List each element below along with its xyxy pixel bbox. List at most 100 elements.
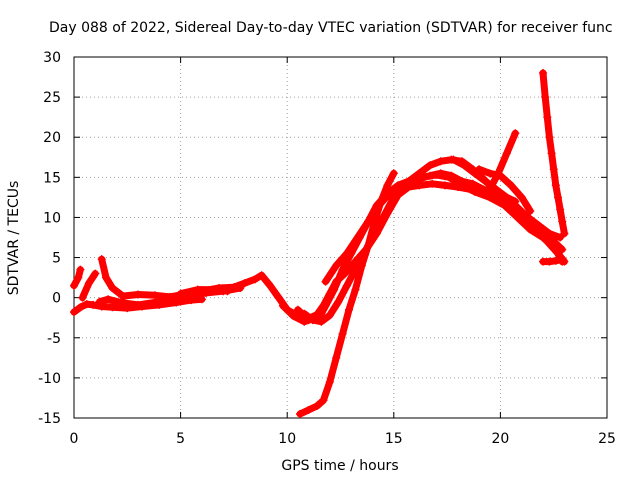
data-point-marker [558, 217, 567, 226]
y-axis-label: SDTVAR / TECUs [6, 181, 22, 296]
data-point-marker [541, 233, 550, 242]
data-point-marker [404, 177, 413, 186]
data-point-marker [334, 297, 343, 306]
data-point-marker [364, 241, 373, 250]
data-point-marker [332, 353, 341, 362]
data-point-marker [551, 256, 560, 265]
data-point-marker [353, 233, 362, 242]
data-point-marker [176, 289, 185, 298]
axis-ticks [73, 56, 608, 419]
data-point-marker [447, 171, 456, 180]
y-tick-label: 30 [43, 50, 61, 66]
data-point-marker [502, 149, 511, 158]
x-tick-labels: 0 5 10 15 20 25 [70, 431, 616, 447]
series-track-13 [449, 155, 520, 206]
y-tick-label: 25 [43, 90, 61, 106]
data-point-marker [101, 273, 110, 282]
data-point-marker [485, 185, 494, 194]
y-tick-label: 0 [52, 291, 61, 307]
data-point-marker [97, 255, 106, 264]
data-point-marker [300, 309, 309, 318]
x-tick-label: 0 [70, 431, 79, 447]
data-point-marker [332, 261, 341, 270]
x-tick-label: 20 [491, 431, 509, 447]
data-point-marker [342, 281, 351, 290]
series-line [322, 181, 404, 286]
y-tick-label: 20 [43, 130, 61, 146]
data-point-marker [91, 269, 100, 278]
data-point-marker [475, 165, 484, 174]
data-point-marker [551, 245, 560, 254]
data-point-marker [257, 271, 266, 280]
y-tick-label: 10 [43, 210, 61, 226]
data-point-marker [84, 279, 93, 288]
data-point-marker [517, 193, 526, 202]
data-point-marker [534, 221, 543, 230]
data-point-marker [426, 161, 435, 170]
data-point-marker [274, 293, 283, 302]
data-point-marker [351, 285, 360, 294]
data-point-marker [556, 205, 565, 214]
data-point-marker [74, 273, 83, 282]
data-point-marker [133, 300, 142, 309]
data-point-marker [458, 177, 467, 186]
data-point-marker [415, 169, 424, 178]
y-tick-label: -15 [38, 411, 61, 427]
data-point-marker [266, 281, 275, 290]
series-track-6 [176, 285, 232, 298]
data-point-marker [496, 171, 505, 180]
series-track-17 [539, 255, 567, 266]
data-point-marker [278, 301, 287, 310]
x-tick-label: 10 [278, 431, 296, 447]
data-point-marker [526, 207, 535, 216]
y-tick-label: 5 [52, 251, 61, 267]
data-point-marker [560, 229, 569, 238]
data-point-marker [223, 287, 232, 296]
y-tick-label: -5 [47, 331, 61, 347]
data-point-marker [545, 257, 554, 266]
series-line [486, 129, 519, 193]
data-point-marker [394, 181, 403, 190]
data-point-marker [440, 181, 449, 190]
data-point-marker [545, 229, 554, 238]
data-point-marker [481, 177, 490, 186]
data-point-marker [436, 169, 445, 178]
data-point-marker [389, 169, 398, 178]
data-point-marker [436, 157, 445, 166]
y-tick-labels: -15 -10 -5 0 5 10 15 20 25 30 [38, 50, 61, 427]
series-track-1 [70, 265, 85, 290]
data-point-marker [82, 300, 91, 309]
data-point-marker [251, 275, 260, 284]
data-point-marker [470, 169, 479, 178]
data-point-marker [545, 133, 554, 142]
data-point-marker [338, 329, 347, 338]
data-point-marker [321, 277, 330, 286]
data-point-marker [357, 261, 366, 270]
data-point-marker [295, 409, 304, 418]
data-point-marker [385, 189, 394, 198]
data-point-marker [321, 301, 330, 310]
data-point-marker [76, 303, 85, 312]
data-point-marker [468, 179, 477, 188]
y-tick-label: 15 [43, 170, 61, 186]
data-point-marker [151, 291, 160, 300]
data-point-marker [325, 377, 334, 386]
data-point-marker [460, 161, 469, 170]
data-point-marker [526, 225, 535, 234]
data-point-marker [289, 312, 298, 321]
data-point-marker [78, 293, 87, 302]
data-point-marker [133, 290, 142, 299]
data-point-marker [502, 193, 511, 202]
data-point-marker [325, 311, 334, 320]
data-point-marker [541, 93, 550, 102]
data-point-marker [319, 396, 328, 405]
data-point-marker [108, 284, 117, 293]
data-point-marker [95, 297, 104, 306]
data-point-marker [553, 193, 562, 202]
data-point-marker [428, 179, 437, 188]
x-tick-label: 5 [176, 431, 185, 447]
data-point-marker [345, 305, 354, 314]
plot-frame [73, 56, 608, 419]
data-point-marker [70, 281, 78, 290]
